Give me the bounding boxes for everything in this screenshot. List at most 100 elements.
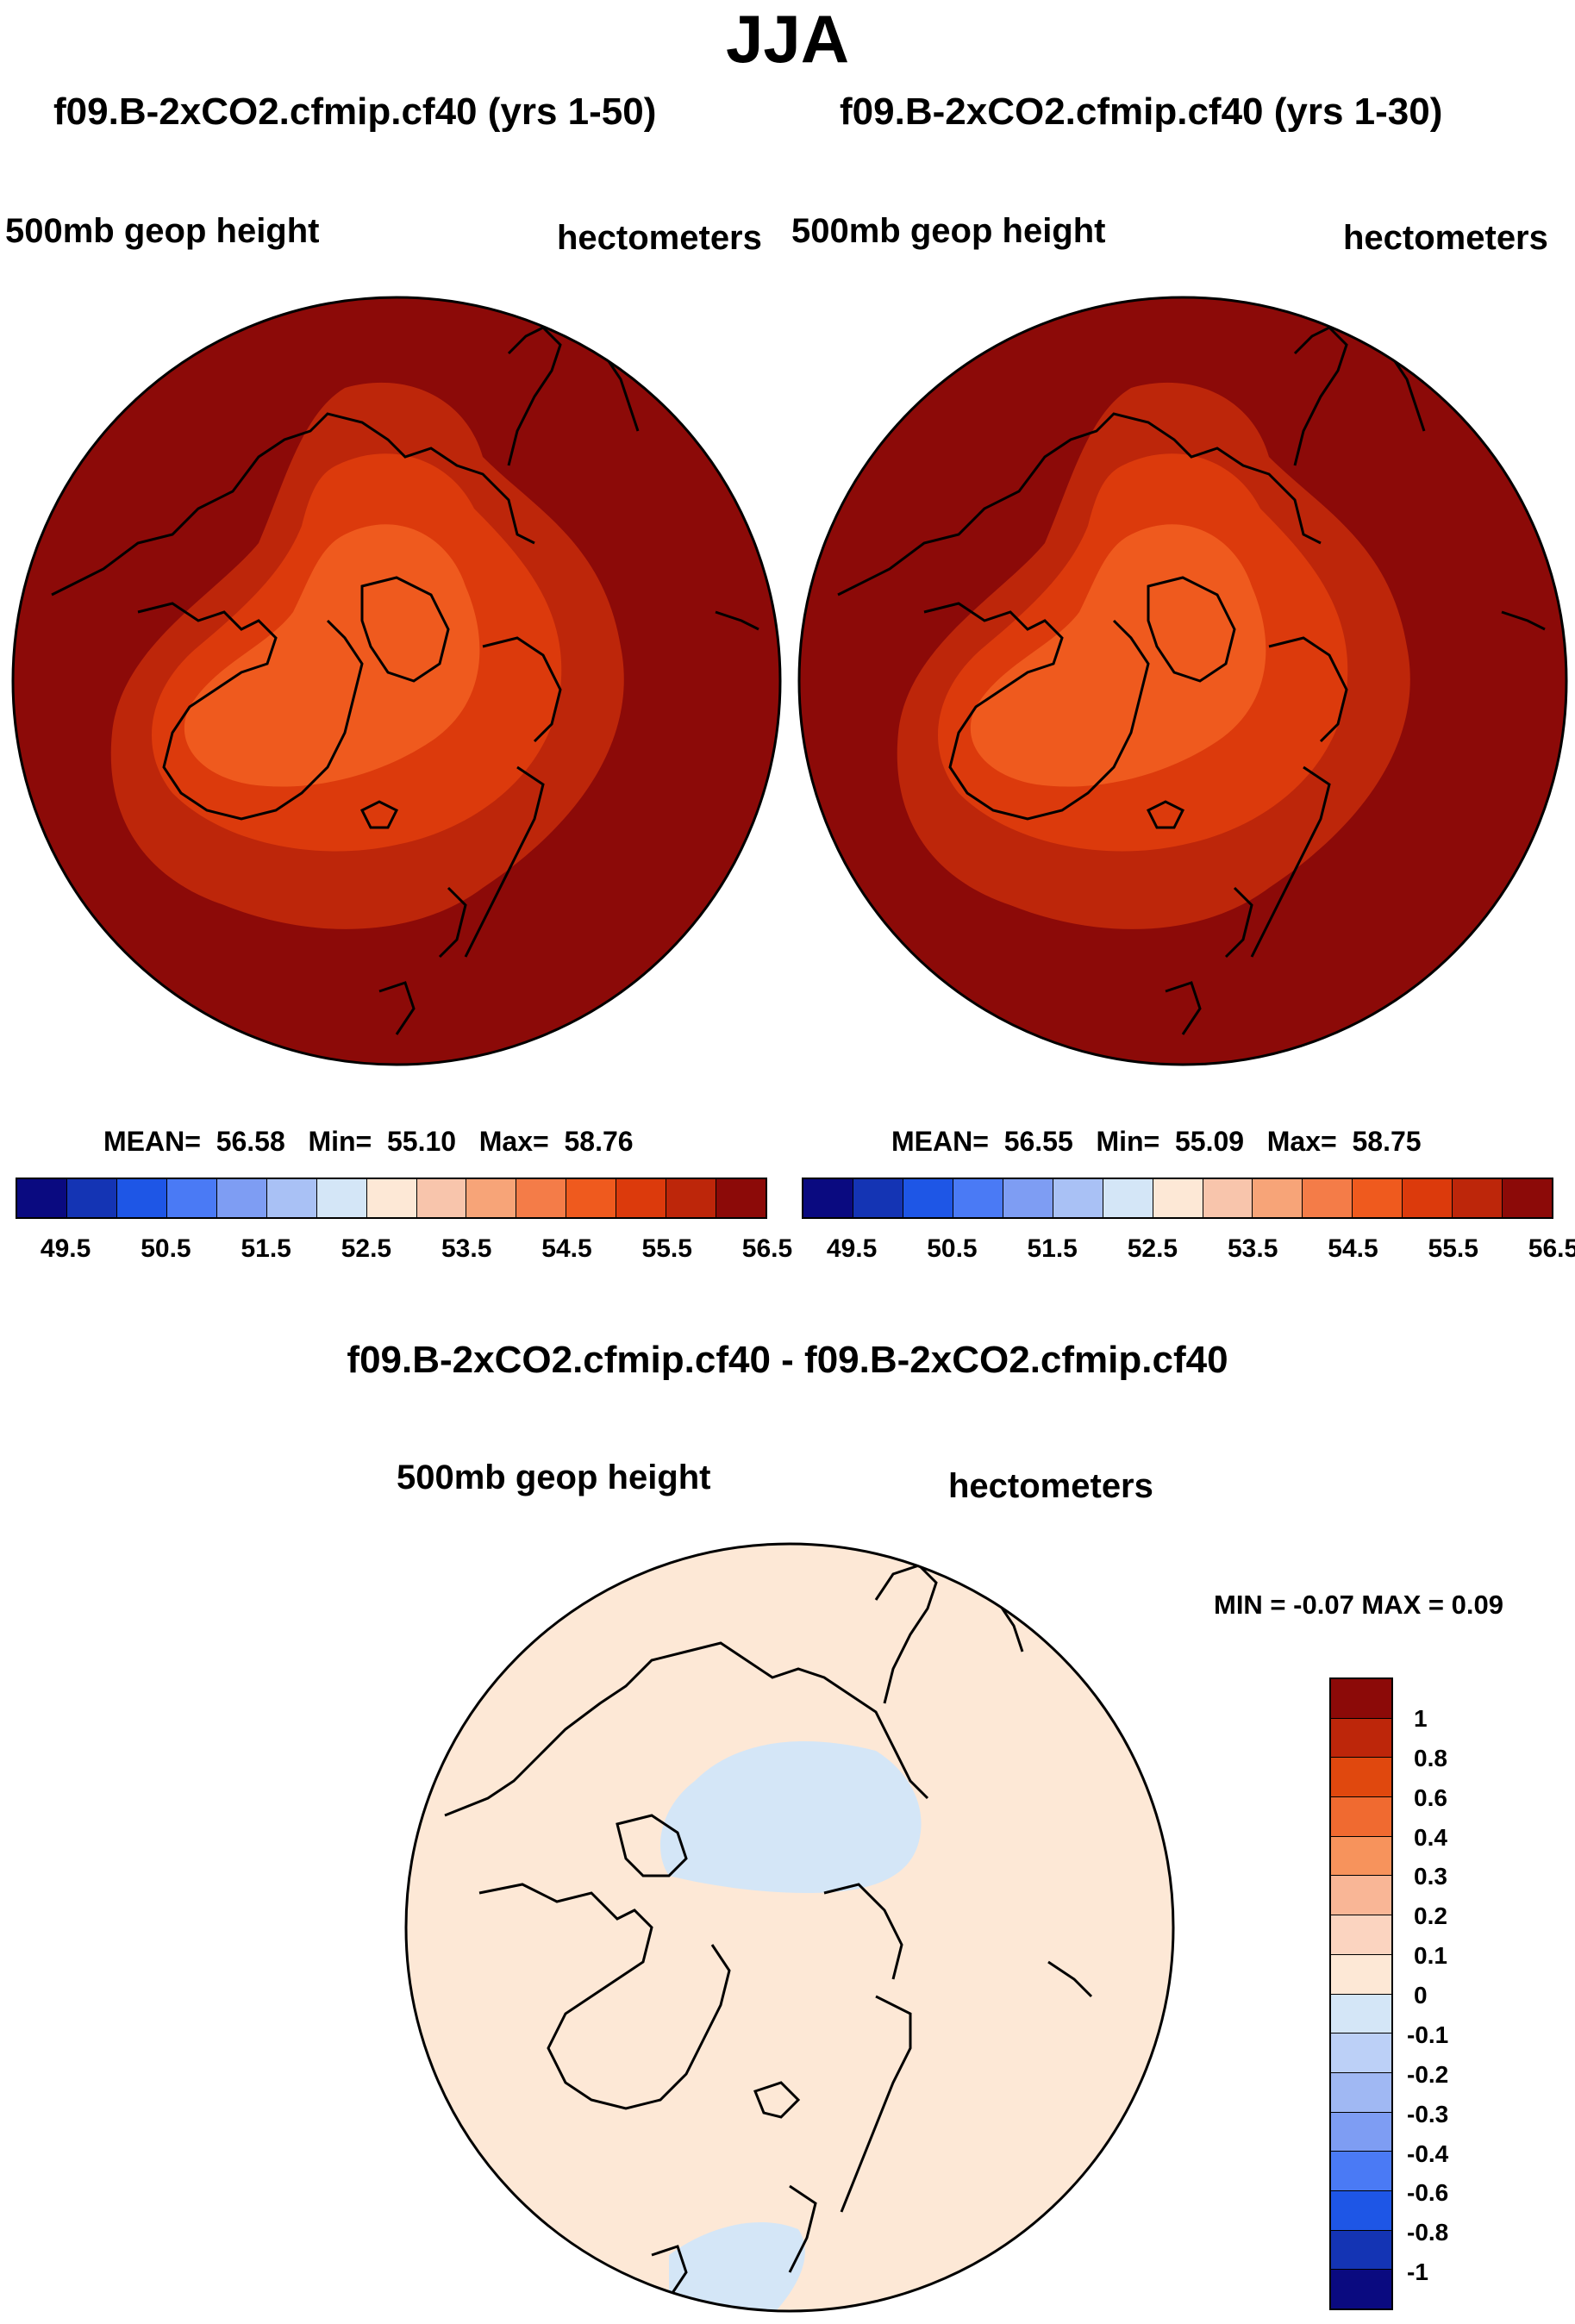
colorbar-swatch xyxy=(1331,1994,1391,2034)
colorbar-swatch xyxy=(1331,2034,1391,2073)
colorbar-tick-label: 0 xyxy=(1414,1982,1428,2009)
colorbar-tick-label: 55.5 xyxy=(1428,1234,1478,1263)
polar-map-left xyxy=(11,296,782,1066)
variable-label-left: 500mb geop height xyxy=(5,212,320,250)
colorbar-swatch xyxy=(1331,2112,1391,2152)
mean-value: 56.55 xyxy=(1003,1126,1073,1157)
colorbar-tick-label: 53.5 xyxy=(1227,1234,1278,1263)
diff-minmax: MIN = -0.07 MAX = 0.09 xyxy=(1214,1590,1503,1620)
stats-right: MEAN= 56.55 Min= 55.09 Max= 58.75 xyxy=(891,1128,1422,1155)
colorbar-swatch xyxy=(1403,1179,1453,1217)
colorbar-swatch xyxy=(1331,2230,1391,2271)
colorbar-swatch xyxy=(1153,1179,1203,1217)
colorbar-tick-label: 52.5 xyxy=(1127,1234,1178,1263)
colorbar-swatch xyxy=(1253,1179,1303,1217)
colorbar-swatch xyxy=(316,1179,367,1217)
colorbar-tick-label: 1 xyxy=(1414,1704,1428,1732)
units-label-right: hectometers xyxy=(1343,219,1548,257)
colorbar-tick-label: -0.8 xyxy=(1407,2219,1449,2246)
colorbar-swatch xyxy=(1331,1718,1391,1759)
min-label: Min= xyxy=(1096,1126,1160,1157)
colorbar-tick-label: 55.5 xyxy=(641,1234,692,1263)
colorbar-swatch xyxy=(903,1179,953,1217)
stats-left: MEAN= 56.58 Min= 55.10 Max= 58.76 xyxy=(103,1128,634,1155)
units-label-left: hectometers xyxy=(557,219,762,257)
colorbar-swatch xyxy=(953,1179,1003,1217)
max-label: Max= xyxy=(1266,1126,1337,1157)
colorbar-swatch xyxy=(1331,2190,1391,2231)
colorbar-swatch xyxy=(566,1179,617,1217)
contour-fill-level-4 xyxy=(184,524,480,787)
diff-fill-negative-1 xyxy=(660,1741,922,1893)
colorbar-swatch xyxy=(116,1179,167,1217)
max-label: Max= xyxy=(478,1126,549,1157)
colorbar-swatch xyxy=(17,1179,67,1217)
coastlines xyxy=(837,326,1546,1035)
colorbar-tick-label: -0.2 xyxy=(1407,2060,1449,2088)
colorbar-tick-label: -0.6 xyxy=(1407,2179,1449,2207)
colorbar-swatch xyxy=(466,1179,517,1217)
colorbar-swatch xyxy=(166,1179,217,1217)
colorbar-tick-label: 51.5 xyxy=(241,1234,291,1263)
colorbar-swatch xyxy=(1331,1915,1391,1955)
coastlines xyxy=(444,1564,1093,2299)
colorbar-swatch xyxy=(1303,1179,1353,1217)
mean-label: MEAN= xyxy=(891,1126,989,1157)
colorbar-swatch xyxy=(803,1179,853,1217)
colorbar-difference xyxy=(1329,1677,1393,2310)
colorbar-swatch xyxy=(716,1179,766,1217)
diff-panel-title: f09.B-2xCO2.cfmip.cf40 - f09.B-2xCO2.cfm… xyxy=(347,1339,1228,1381)
colorbar-tick-label: 50.5 xyxy=(927,1234,978,1263)
colorbar-swatch xyxy=(1003,1179,1053,1217)
polar-map-difference xyxy=(404,1542,1175,2313)
colorbar-tick-label: 54.5 xyxy=(541,1234,592,1263)
mean-value: 56.58 xyxy=(216,1126,285,1157)
colorbar-swatch xyxy=(1331,1679,1391,1719)
colorbar-swatch xyxy=(1053,1179,1103,1217)
panel-title-right: f09.B-2xCO2.cfmip.cf40 (yrs 1-30) xyxy=(840,91,1443,133)
colorbar-tick-label: 52.5 xyxy=(341,1234,392,1263)
colorbar-swatch xyxy=(1331,2152,1391,2191)
colorbar-swatch xyxy=(1331,1876,1391,1916)
colorbar-left xyxy=(16,1178,767,1219)
colorbar-swatch xyxy=(1331,1758,1391,1798)
colorbar-swatch xyxy=(216,1179,267,1217)
colorbar-tick-label: 49.5 xyxy=(826,1234,878,1263)
colorbar-tick-label: 0.1 xyxy=(1414,1942,1447,1970)
min-label: Min= xyxy=(308,1126,372,1157)
max-value: 58.75 xyxy=(1352,1126,1422,1157)
max-value: 58.76 xyxy=(564,1126,634,1157)
colorbar-swatch xyxy=(1331,2270,1391,2308)
colorbar-tick-label: 51.5 xyxy=(1027,1234,1078,1263)
diff-units-label: hectometers xyxy=(948,1467,1153,1505)
colorbar-tick-label: 0.4 xyxy=(1414,1823,1447,1851)
colorbar-swatch xyxy=(1453,1179,1503,1217)
colorbar-swatch xyxy=(66,1179,117,1217)
panel-title-left: f09.B-2xCO2.cfmip.cf40 (yrs 1-50) xyxy=(53,91,657,133)
colorbar-tick-label: 56.5 xyxy=(741,1234,793,1263)
colorbar-swatch xyxy=(1103,1179,1153,1217)
colorbar-tick-label: 0.2 xyxy=(1414,1902,1447,1930)
min-value: 55.10 xyxy=(387,1126,457,1157)
colorbar-swatch xyxy=(1203,1179,1253,1217)
colorbar-tick-label: -0.4 xyxy=(1407,2140,1449,2167)
diff-variable-label: 500mb geop height xyxy=(397,1459,711,1496)
colorbar-swatch xyxy=(266,1179,317,1217)
page-title: JJA xyxy=(725,1,850,77)
colorbar-tick-label: 54.5 xyxy=(1328,1234,1378,1263)
colorbar-swatch xyxy=(1331,2072,1391,2113)
colorbar-swatch xyxy=(1503,1179,1553,1217)
colorbar-swatch xyxy=(1331,1797,1391,1837)
colorbar-swatch xyxy=(516,1179,567,1217)
mean-label: MEAN= xyxy=(103,1126,201,1157)
colorbar-tick-label: 0.3 xyxy=(1414,1863,1447,1890)
colorbar-tick-label: 0.6 xyxy=(1414,1784,1447,1811)
colorbar-swatch xyxy=(853,1179,903,1217)
colorbar-tick-label: 50.5 xyxy=(141,1234,191,1263)
colorbar-tick-label: -0.1 xyxy=(1407,2021,1449,2048)
colorbar-tick-label: 53.5 xyxy=(441,1234,492,1263)
colorbar-swatch xyxy=(1331,1954,1391,1995)
colorbar-swatch xyxy=(416,1179,467,1217)
diff-fill-negative-3 xyxy=(669,2222,805,2311)
variable-label-right: 500mb geop height xyxy=(791,212,1106,250)
